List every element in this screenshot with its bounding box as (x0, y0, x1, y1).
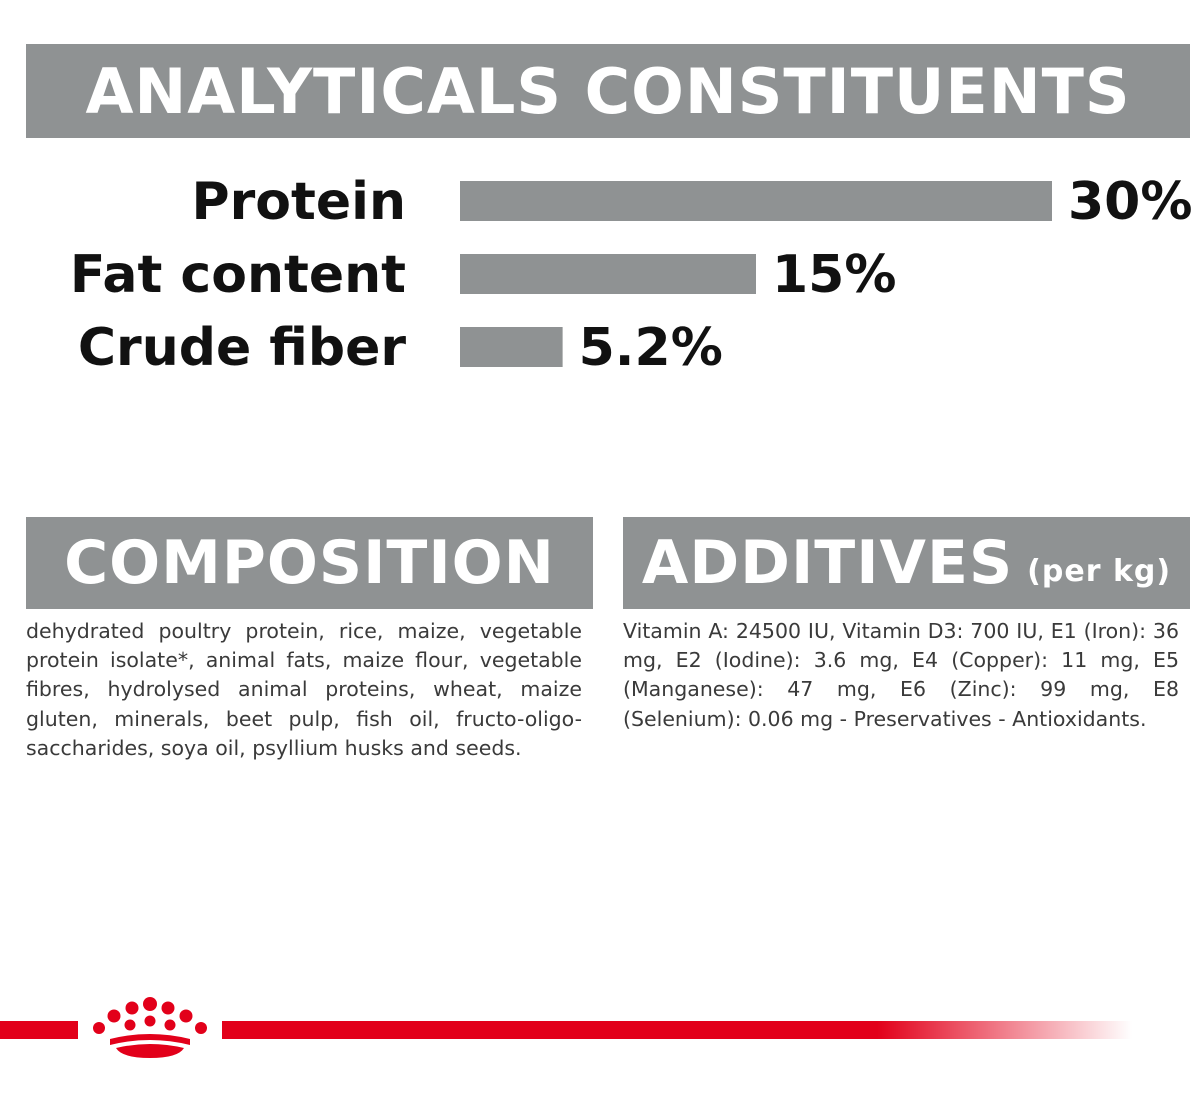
additives-unit: (per kg) (1027, 553, 1172, 589)
composition-title: COMPOSITION (64, 528, 555, 598)
additives-banner: ADDITIVES (per kg) (623, 517, 1190, 609)
composition-banner: COMPOSITION (26, 517, 593, 609)
category-label: Protein (192, 172, 406, 232)
analyticals-banner: ANALYTICALS CONSTITUENTS (26, 44, 1190, 138)
footer-red-line-left (0, 1021, 78, 1039)
crown-icon (93, 997, 207, 1058)
analyticals-title: ANALYTICALS CONSTITUENTS (85, 54, 1131, 128)
bar (460, 254, 756, 294)
footer-red-line-right (222, 1021, 1132, 1039)
composition-text: dehydrated poultry protein, rice, maize,… (26, 619, 582, 760)
value-label: 5.2% (579, 318, 723, 378)
value-label: 30% (1068, 172, 1192, 232)
bar (460, 327, 563, 367)
bar (460, 181, 1052, 221)
category-label: Fat content (70, 245, 406, 305)
category-label: Crude fiber (78, 318, 406, 378)
additives-text: Vitamin A: 24500 IU, Vitamin D3: 700 IU,… (623, 619, 1179, 731)
analyticals-bar-chart: Protein 30% Fat content 15% Crude fiber 5.2% (70, 172, 1193, 378)
value-label: 15% (772, 245, 896, 305)
additives-title: ADDITIVES (641, 528, 1014, 598)
